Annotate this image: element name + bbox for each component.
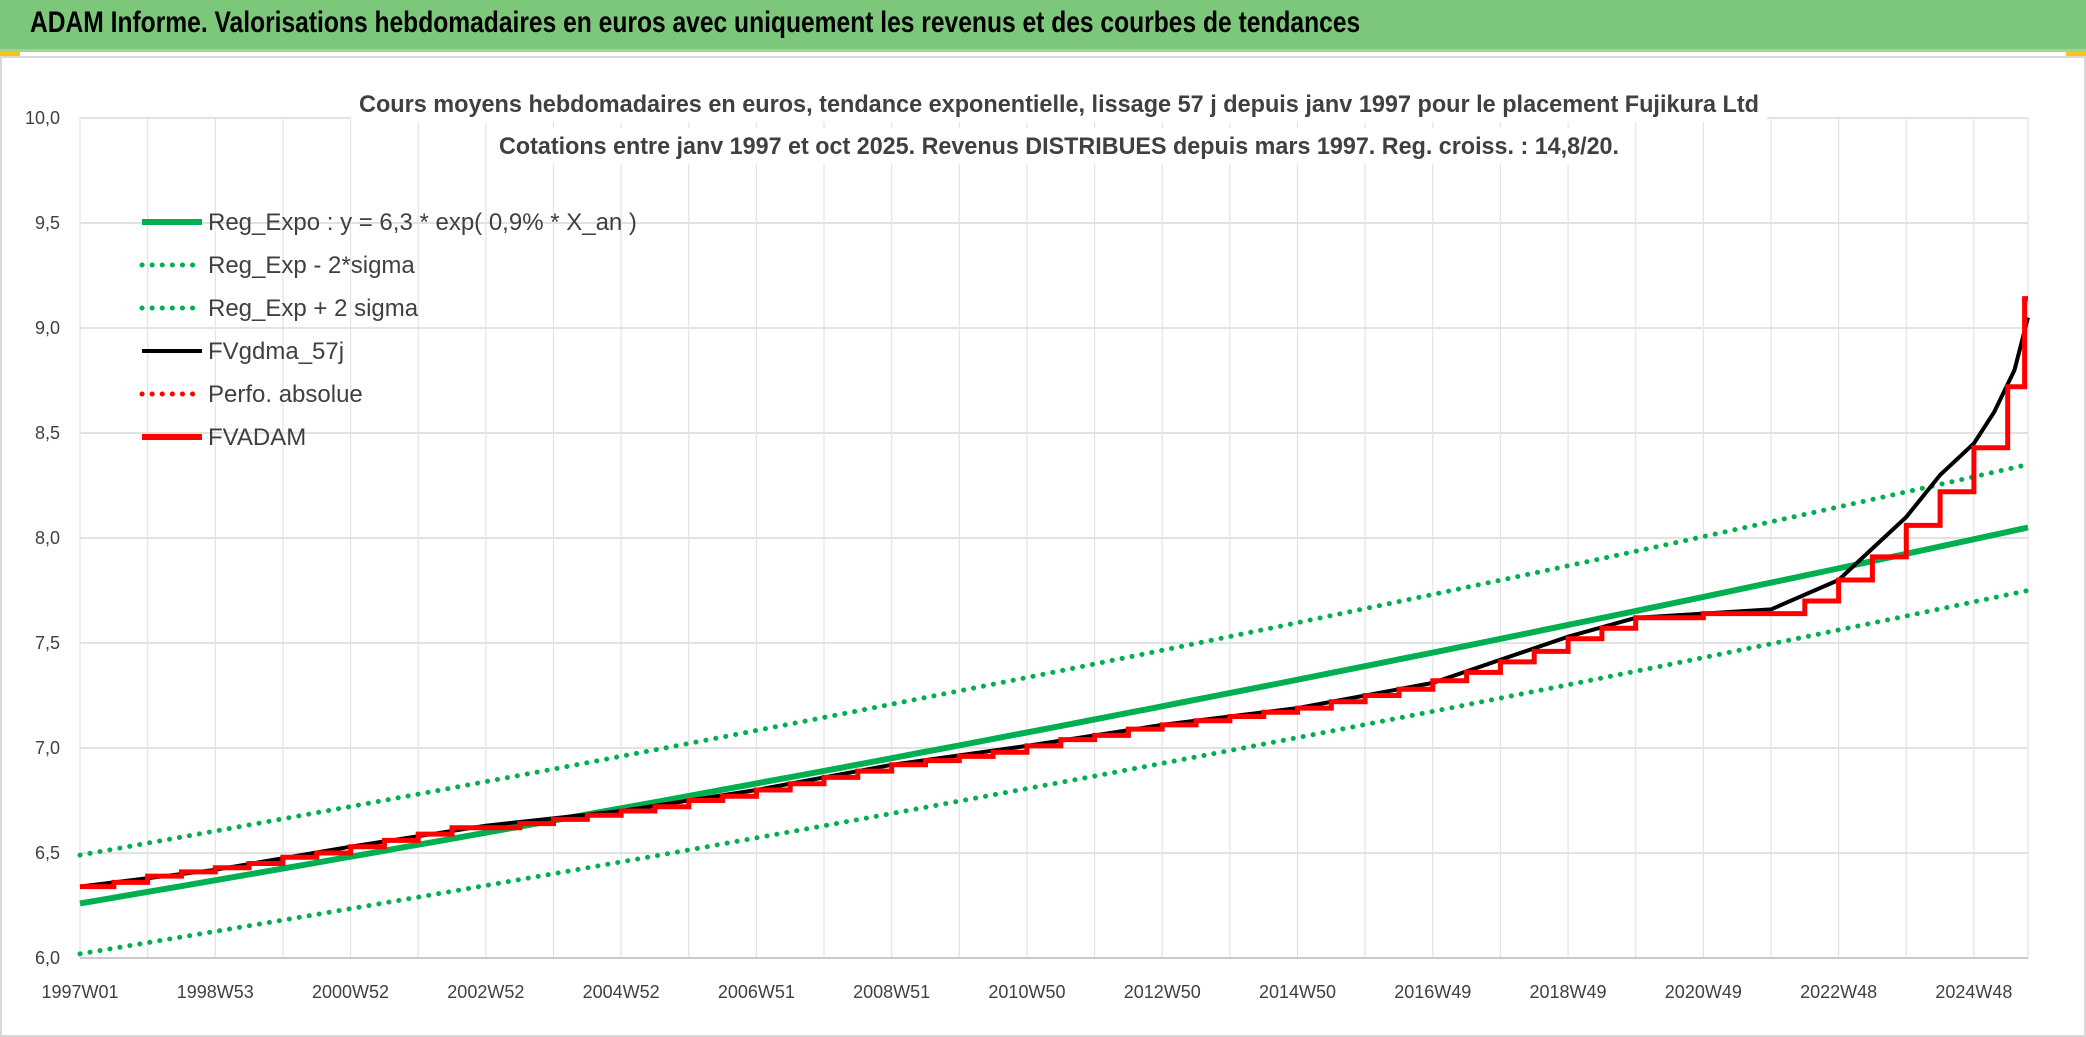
legend-label: Reg_Exp - 2*sigma [208,252,415,279]
x-tick-label: 2002W52 [447,982,524,1002]
series-lines [77,296,2031,957]
x-tick-label: 2004W52 [583,982,660,1002]
legend-label: Reg_Expo : y = 6,3 * exp( 0,9% * X_an ) [208,209,637,236]
y-tick-label: 10,0 [25,108,60,128]
series-line-3 [79,317,2030,889]
series-line-2 [77,462,2031,858]
chart-title-background [491,128,1627,164]
y-tick-label: 9,5 [35,213,60,233]
x-tick-label: 2018W49 [1530,982,1607,1002]
report-header-bar: ADAM Informe. Valorisations hebdomadaire… [0,0,2086,52]
y-tick-label: 6,5 [35,843,60,863]
x-tick-label: 2020W49 [1665,982,1742,1002]
x-tick-label: 2022W48 [1800,982,1877,1002]
y-tick-label: 7,5 [35,633,60,653]
x-axis: 1997W01 1998W53 2000W52 2002W52 2004W52 2006W… [41,982,2012,1002]
y-tick-label: 6,0 [35,948,60,968]
x-tick-label: 1997W01 [41,982,118,1002]
chart-title-background [351,86,1767,122]
x-tick-label: 2006W51 [718,982,795,1002]
legend-label: FVADAM [208,424,306,451]
chart-title-line: Cours moyens hebdomadaires en euros, ten… [359,91,1759,118]
x-tick-label: 1998W53 [177,982,254,1002]
legend-label: Reg_Exp + 2 sigma [208,295,419,322]
chart-title: Cours moyens hebdomadaires en euros, ten… [351,86,1767,164]
x-tick-label: 2000W52 [312,982,389,1002]
y-tick-label: 9,0 [35,318,60,338]
y-tick-label: 7,0 [35,738,60,758]
x-tick-label: 2024W48 [1935,982,2012,1002]
grid-lines [79,117,2029,959]
y-axis: 6,0 6,5 7,0 7,5 8,0 8,5 9,0 9,5 10,0 [25,108,60,968]
x-tick-label: 2014W50 [1259,982,1336,1002]
series-line-4 [80,296,2028,890]
legend-label: Perfo. absolue [208,381,363,408]
series-line-0 [79,524,2029,907]
report-title: ADAM Informe. Valorisations hebdomadaire… [30,6,1361,39]
y-tick-label: 8,0 [35,528,60,548]
legend-label: FVgdma_57j [208,338,344,365]
x-tick-label: 2008W51 [853,982,930,1002]
x-tick-label: 2012W50 [1124,982,1201,1002]
x-tick-label: 2010W50 [988,982,1065,1002]
y-tick-label: 8,5 [35,423,60,443]
chart-area [0,56,2086,1037]
x-tick-label: 2016W49 [1394,982,1471,1002]
series-line-1 [77,588,2031,957]
legend: Reg_Expo : y = 6,3 * exp( 0,9% * X_an ) R… [139,209,637,451]
chart-title-line: Cotations entre janv 1997 et oct 2025. R… [499,133,1619,160]
